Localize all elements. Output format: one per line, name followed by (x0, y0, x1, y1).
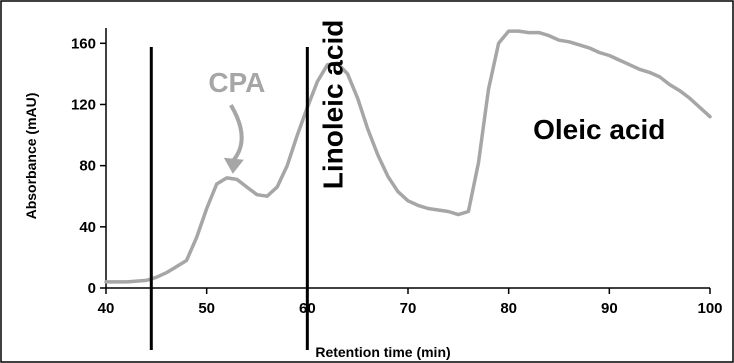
x-tick-label: 100 (697, 300, 722, 317)
y-axis-title: Absorbance (mAU) (23, 93, 39, 220)
x-tick-label: 50 (198, 300, 215, 317)
cpa-arrow-shaft (229, 104, 244, 162)
y-tick-label: 40 (79, 219, 96, 236)
x-tick-label: 80 (500, 300, 517, 317)
y-tick-label: 0 (88, 280, 96, 297)
series-group (104, 29, 712, 284)
annotations: CPA Linoleic acid Oleic acid (208, 20, 665, 190)
x-tick-label: 90 (601, 300, 618, 317)
x-tick-label: 70 (400, 300, 417, 317)
annotation-linoleic-acid: Linoleic acid (318, 20, 349, 190)
x-axis-title: Retention time (min) (315, 344, 450, 360)
x-tick-label: 40 (98, 300, 115, 317)
y-tick-label: 80 (79, 158, 96, 175)
cpa-arrow-head (223, 157, 244, 174)
annotation-cpa: CPA (208, 67, 265, 98)
series-line (104, 29, 712, 284)
marker-lines (149, 47, 309, 350)
annotation-oleic-acid: Oleic acid (533, 114, 665, 145)
y-tick-label: 120 (71, 96, 96, 113)
y-tick-label: 160 (71, 35, 96, 52)
